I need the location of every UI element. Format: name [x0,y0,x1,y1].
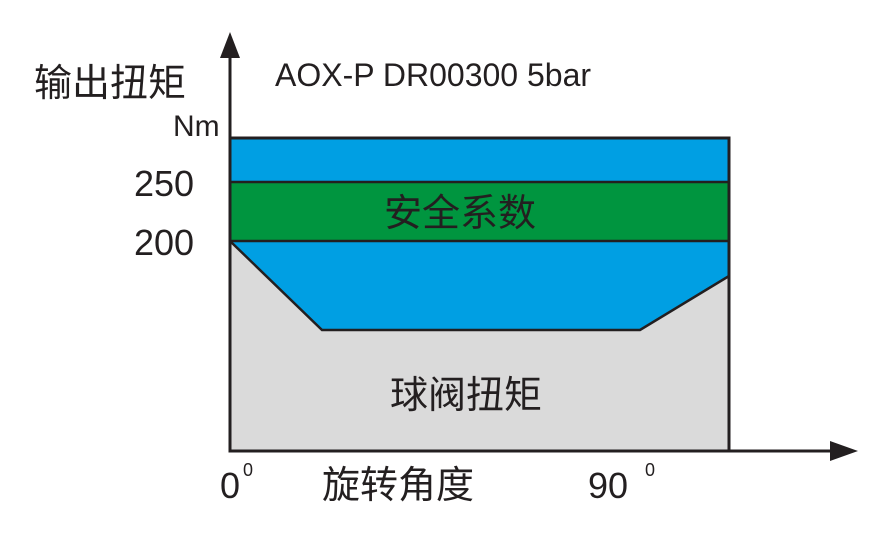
y-axis-unit: Nm [173,110,220,143]
valve-torque-label: 球阀扭矩 [390,373,542,417]
x-tick-90-degree: 0 [645,460,655,480]
safety-factor-band [228,180,731,243]
x-tick-90: 90 [588,465,628,506]
safety-factor-label: 安全系数 [384,191,536,235]
y-axis-arrow-icon [220,32,240,58]
x-axis-arrow-icon [830,441,858,461]
x-tick-0: 0 [220,465,240,506]
y-tick-200: 200 [134,222,194,263]
y-tick-250: 250 [134,163,194,204]
y-axis-label: 输出扭矩 [34,61,186,105]
x-axis-label: 旋转角度 [322,463,474,507]
chart-title: AOX-P DR00300 5bar [275,57,591,93]
x-tick-0-degree: 0 [243,460,253,480]
